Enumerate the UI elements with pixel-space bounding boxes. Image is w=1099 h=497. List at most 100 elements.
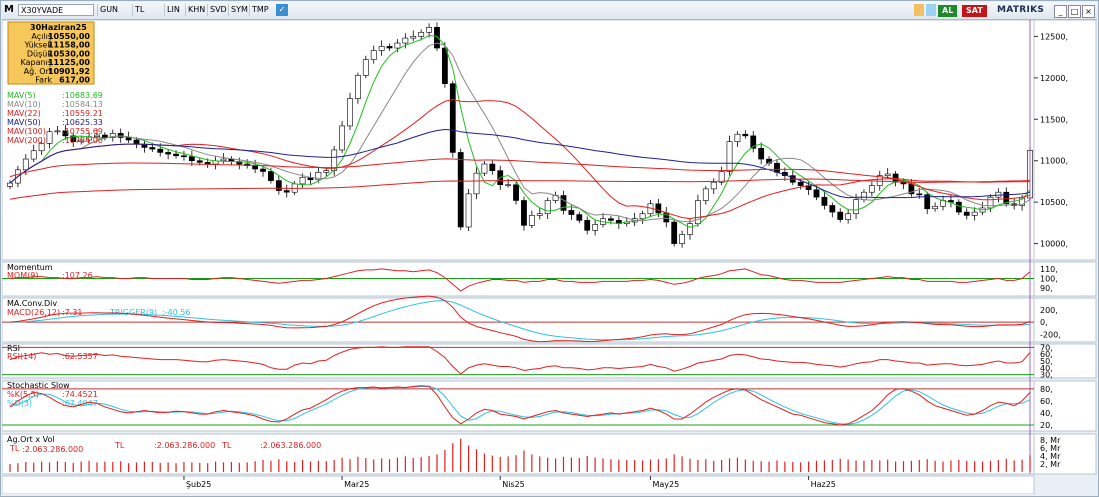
- volume-value: :2.063.286.000: [154, 441, 215, 450]
- time-label: Şub25: [186, 480, 211, 489]
- candle-body: [268, 171, 274, 181]
- volume-title: Ag.Ort x Vol: [7, 435, 55, 444]
- candle-body: [149, 147, 156, 150]
- price-tick-label: 10000,: [1040, 240, 1068, 249]
- ma-legend-label: MAV(5): [7, 91, 36, 100]
- axis-macd: [1033, 297, 1097, 343]
- candle-body: [758, 147, 765, 160]
- candle-body: [837, 211, 844, 220]
- sym-button[interactable]: SYM: [228, 4, 250, 16]
- candle-body: [465, 193, 472, 228]
- stoch-k-line: [9, 385, 1031, 426]
- price-tick-label: 12000,: [1040, 74, 1068, 83]
- candle-body: [679, 234, 685, 244]
- close-icon[interactable]: ×: [1082, 5, 1095, 18]
- candle-body: [861, 191, 867, 200]
- candle-body: [457, 152, 464, 228]
- candle-body: [687, 223, 693, 235]
- candle-body: [323, 170, 330, 173]
- info-label: Açılış: [31, 32, 52, 41]
- candle-body: [774, 162, 780, 173]
- candle-body: [196, 160, 203, 163]
- candle-body: [449, 83, 456, 153]
- candle-body: [46, 131, 53, 144]
- candle-body: [117, 133, 124, 138]
- macd-tick-label: 0,: [1040, 318, 1048, 327]
- candle-body: [434, 27, 440, 49]
- app-logo: M: [4, 4, 14, 15]
- candle-body: [726, 141, 733, 172]
- candle-body: [94, 134, 100, 137]
- candle-body: [489, 163, 496, 171]
- candle-body: [853, 199, 859, 215]
- candle-body: [54, 130, 61, 133]
- panel-macd: [2, 297, 1035, 343]
- symbol-field[interactable]: X30YVADE: [18, 4, 94, 16]
- momentum-label: MOM(9): [7, 271, 38, 280]
- rsi-tick-label: 30,: [1040, 371, 1053, 380]
- candle-body: [441, 47, 448, 84]
- ma-legend-label: MAV(22): [7, 109, 41, 118]
- candle-body: [963, 211, 970, 216]
- panel-price: [2, 20, 1035, 261]
- maximize-icon[interactable]: □: [1068, 5, 1081, 18]
- volume-tick-label: 4, Mr: [1040, 452, 1061, 461]
- buy-button[interactable]: AL: [938, 5, 958, 17]
- candle-body: [884, 173, 891, 176]
- momentum-tick-label: 110,: [1040, 265, 1058, 274]
- scale-button[interactable]: LIN: [164, 4, 182, 16]
- axis-volume: [1033, 433, 1097, 475]
- candle-body: [1003, 191, 1010, 205]
- price-tick-label: 11000,: [1040, 157, 1068, 166]
- candle-body: [204, 162, 211, 165]
- candle-body: [70, 135, 77, 142]
- svd-button[interactable]: SVD: [207, 4, 229, 16]
- ma-legend-label: MAV(100): [7, 127, 46, 136]
- trigger-label: TRIGGER(9): [109, 308, 157, 317]
- candle-body: [544, 200, 551, 215]
- macd-label: MACD(26,12): [7, 308, 60, 317]
- axis-momentum: [1033, 261, 1097, 297]
- stoch-k-value: :74.4521: [62, 390, 98, 399]
- volume-tick-label: 6, Mr: [1040, 444, 1061, 453]
- candle-body: [370, 50, 377, 60]
- timeframe-button[interactable]: GUN: [97, 4, 120, 16]
- momentum-line: [9, 268, 1031, 292]
- candle-body: [528, 215, 535, 226]
- info-icon[interactable]: [926, 4, 936, 16]
- rsi-tick-label: 40,: [1040, 364, 1053, 373]
- stoch-d-value: :67.4947: [62, 399, 98, 408]
- edit-icon[interactable]: [914, 4, 924, 16]
- candle-body: [718, 171, 725, 183]
- volume-value: :2.063.286.000: [22, 445, 83, 454]
- stoch-k-label: %K(5,5): [7, 390, 39, 399]
- template-button[interactable]: TMP: [249, 4, 271, 16]
- candle-body: [355, 75, 361, 99]
- candle-body: [608, 218, 614, 221]
- candle-body: [402, 37, 409, 44]
- trigger-line: [9, 300, 1031, 341]
- trigger-value: :-40.56: [162, 308, 190, 317]
- ma-legend-label: MAV(200): [7, 136, 46, 145]
- chart-type-button[interactable]: KHN: [185, 4, 207, 16]
- candle-body: [157, 148, 164, 153]
- candle-body: [339, 125, 345, 151]
- stochastic-title: Stochastic Slow: [7, 381, 70, 390]
- ma-legend-value: :10784.06: [62, 136, 103, 145]
- volume-unit: TL: [221, 441, 232, 450]
- currency-button[interactable]: TL: [132, 4, 146, 16]
- candle-body: [592, 224, 599, 231]
- time-label: Nis25: [502, 480, 525, 489]
- candle-body: [845, 213, 852, 220]
- minimize-icon[interactable]: _: [1054, 5, 1067, 18]
- candle-body: [165, 152, 172, 155]
- candle-body: [362, 59, 369, 76]
- time-label: Mar25: [344, 480, 369, 489]
- chart-area[interactable]: 12500, 12000, 11500, 11000, 10500, 10000, MAV(…: [2, 20, 1097, 494]
- candle-body: [695, 200, 701, 224]
- ma-legend-label: MAV(10): [7, 100, 41, 109]
- panel-volume: [2, 433, 1035, 475]
- twitter-icon[interactable]: ✓: [276, 4, 288, 16]
- volume-unit: TL: [9, 444, 20, 453]
- sell-button[interactable]: SAT: [962, 5, 987, 17]
